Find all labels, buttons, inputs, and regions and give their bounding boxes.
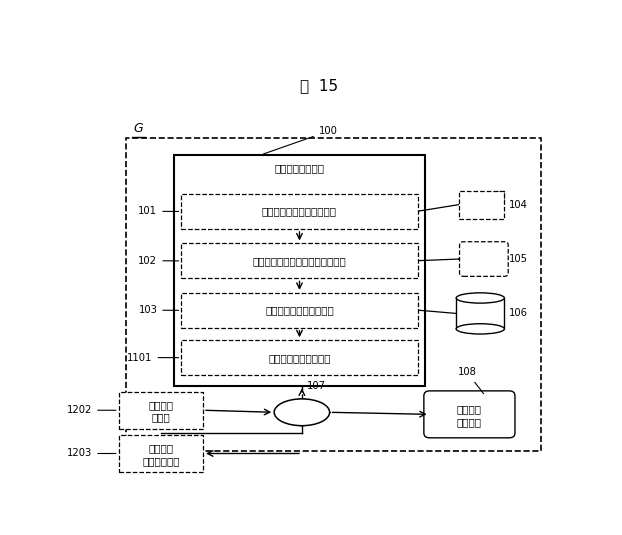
Text: センサ: センサ <box>152 412 170 423</box>
Text: 図  15: 図 15 <box>300 79 338 94</box>
Text: 発電設備出力制御手段: 発電設備出力制御手段 <box>268 353 331 363</box>
FancyBboxPatch shape <box>174 155 425 386</box>
FancyBboxPatch shape <box>119 435 203 472</box>
Ellipse shape <box>274 399 330 426</box>
Text: 発電設備運用装置: 発電設備運用装置 <box>274 163 325 173</box>
Text: 105: 105 <box>509 254 528 264</box>
FancyBboxPatch shape <box>182 293 417 328</box>
Text: 運用機関: 運用機関 <box>457 417 482 427</box>
Text: 103: 103 <box>139 305 179 315</box>
FancyBboxPatch shape <box>460 242 508 277</box>
Text: 108: 108 <box>458 368 484 394</box>
Text: 発電機会損失価値算出手段: 発電機会損失価値算出手段 <box>262 207 337 217</box>
Text: コントローラ: コントローラ <box>142 456 180 466</box>
Text: 発電設備: 発電設備 <box>149 443 174 453</box>
Text: 102: 102 <box>138 256 179 266</box>
FancyBboxPatch shape <box>424 391 515 438</box>
FancyBboxPatch shape <box>458 190 504 219</box>
Text: 104: 104 <box>509 200 528 210</box>
FancyBboxPatch shape <box>456 298 504 329</box>
FancyBboxPatch shape <box>182 194 417 229</box>
Text: 1203: 1203 <box>67 448 116 458</box>
Text: 101: 101 <box>138 207 179 216</box>
Text: 発電設備: 発電設備 <box>149 400 174 410</box>
FancyBboxPatch shape <box>182 243 417 278</box>
Text: 発電予備力計画出力手段: 発電予備力計画出力手段 <box>265 305 334 315</box>
Text: G: G <box>133 122 143 135</box>
Text: 電力系統: 電力系統 <box>457 404 482 414</box>
FancyBboxPatch shape <box>119 392 203 429</box>
Text: 100: 100 <box>264 126 338 154</box>
Text: 1101: 1101 <box>127 353 179 363</box>
FancyBboxPatch shape <box>182 340 417 375</box>
Text: 107: 107 <box>307 381 326 391</box>
Text: 発電インセンティブ価値算出手段: 発電インセンティブ価値算出手段 <box>253 256 346 266</box>
Ellipse shape <box>456 324 504 334</box>
Text: 1202: 1202 <box>67 405 116 415</box>
Text: 106: 106 <box>509 309 528 318</box>
Ellipse shape <box>456 293 504 303</box>
